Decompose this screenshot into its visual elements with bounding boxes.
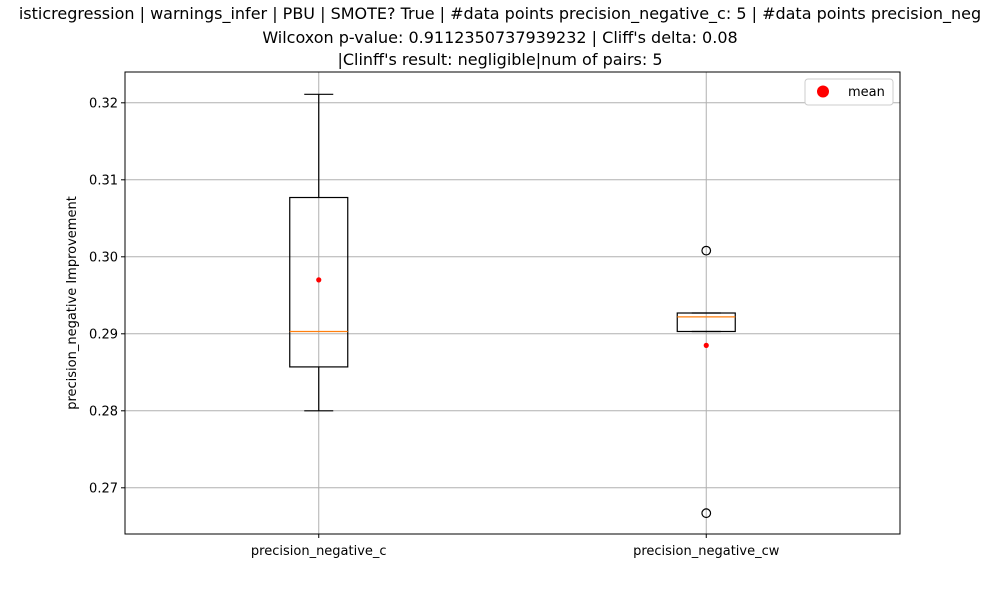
legend: mean [804,78,894,106]
box-precision_negative_c [289,93,349,412]
x-tick-label: precision_negative_c [251,544,387,559]
chart-title-line-1: isticregression | warnings_infer | PBU |… [18,4,982,23]
y-tick-label: 0.31 [89,173,118,188]
legend-box [804,78,894,106]
y-tick-label: 0.27 [89,481,118,496]
y-tick-label: 0.30 [89,250,118,265]
x-tick-label: precision_negative_cw [633,544,780,559]
chart-title-line-3: |Clinff's result: negligible|num of pair… [337,50,663,69]
outlier-point [701,245,712,256]
mean-point [316,277,322,283]
mean-point [703,342,709,348]
plot-frame [124,71,901,535]
iqr-box [676,312,736,333]
legend-mean-marker [817,85,829,98]
legend-mean-label: mean [848,85,885,100]
chart-title-line-2: Wilcoxon p-value: 0.9112350737939232 | C… [262,28,738,47]
outlier-point [701,508,712,519]
box-precision_negative_cw [676,245,736,519]
iqr-box [289,196,349,368]
y-axis-label: precision_negative Improvement [65,196,80,410]
y-tick-label: 0.28 [89,404,118,419]
y-tick-label: 0.32 [89,96,118,111]
y-tick-label: 0.29 [89,327,118,342]
